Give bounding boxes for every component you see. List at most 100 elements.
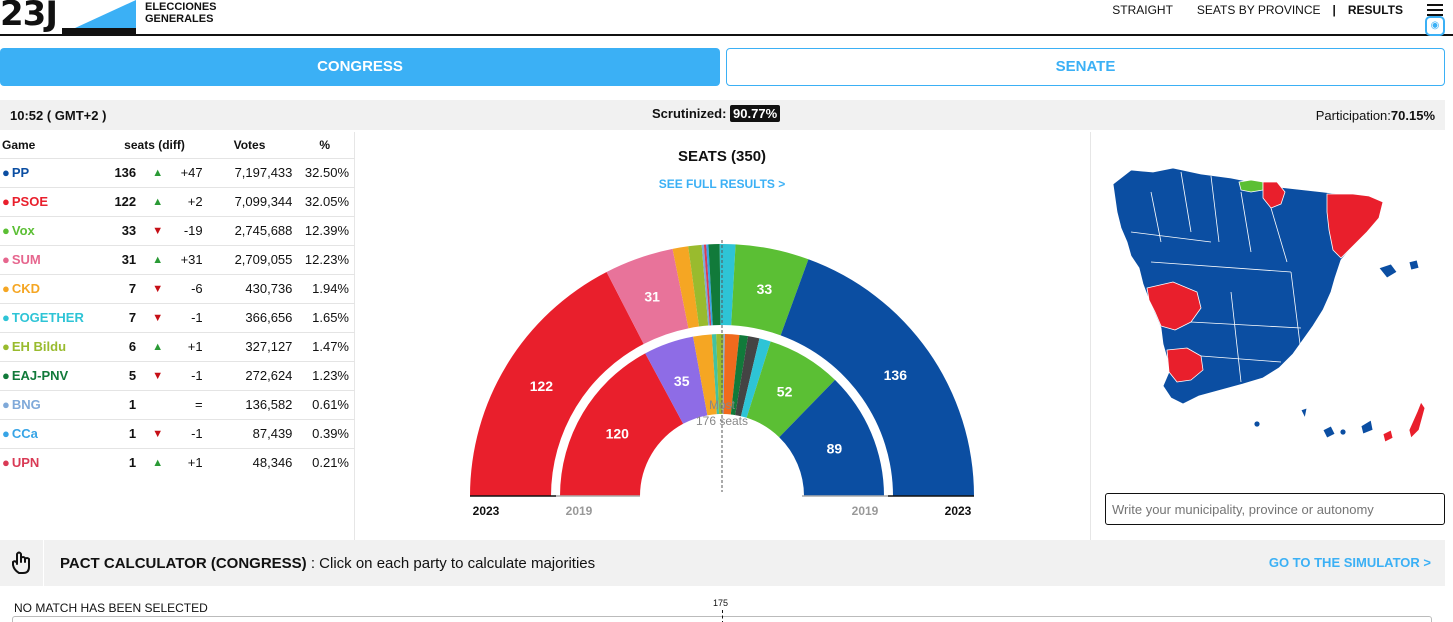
party-name: ● EAJ-PNV	[0, 360, 105, 390]
header-seats: seats (diff)	[124, 137, 185, 152]
table-row[interactable]: ● Vox 33 ▼ -19 2,745,688 12.39%	[0, 215, 355, 245]
year-label: 2023	[945, 504, 972, 518]
party-seats: 1	[104, 447, 147, 477]
seat-segment-eh-bildu[interactable]	[716, 334, 724, 415]
party-dot-icon: ●	[2, 368, 10, 383]
party-name: ● CCa	[0, 418, 105, 448]
party-pct: 0.39%	[294, 418, 355, 448]
seat-segment-vox[interactable]	[731, 244, 809, 336]
party-name: ● SUM	[0, 244, 105, 274]
screenshot-icon[interactable]: ◉	[1425, 16, 1445, 36]
party-diff: -19	[169, 215, 205, 245]
top-bar: 23J ELECCIONES GENERALES STRAIGHT SEATS …	[0, 0, 1453, 36]
map-region-canary-6	[1382, 429, 1394, 443]
party-votes: 366,656	[204, 302, 295, 332]
nav-separator: |	[1332, 3, 1336, 17]
table-row[interactable]: ● CCa 1 ▼ -1 87,439 0.39%	[0, 418, 355, 448]
seat-segment-sum[interactable]	[606, 248, 689, 344]
party-diff: -6	[169, 273, 205, 303]
party-dot-icon: ●	[2, 310, 10, 325]
table-row[interactable]: ● UPN 1 ▲ +1 48,346 0.21%	[0, 447, 355, 477]
party-votes: 327,127	[204, 331, 295, 361]
go-to-simulator-link[interactable]: GO TO THE SIMULATOR >	[1268, 555, 1431, 570]
nav-straight[interactable]: STRAIGHT	[1112, 3, 1173, 17]
table-row[interactable]: ● TOGETHER 7 ▼ -1 366,656 1.65%	[0, 302, 355, 332]
seat-segment-eaj-pnv[interactable]	[708, 244, 721, 326]
party-votes: 272,624	[204, 360, 295, 390]
menu-icon[interactable]	[1427, 4, 1443, 16]
majority-label: Most	[709, 398, 736, 412]
seat-segment-bng[interactable]	[722, 334, 725, 415]
trend-up-icon: ▲	[146, 447, 170, 477]
results-table: Game seats (diff) Votes % ● PP 136 ▲ +47 7,19…	[0, 132, 355, 540]
seat-segment-eh-bildu[interactable]	[688, 244, 709, 327]
trend-up-icon: ▲	[146, 186, 170, 216]
logo-subtitle: ELECCIONES GENERALES	[145, 1, 217, 25]
table-row[interactable]: ● EAJ-PNV 5 ▼ -1 272,624 1.23%	[0, 360, 355, 390]
seat-segment-pp[interactable]	[779, 379, 884, 496]
seat-label: 136	[884, 367, 908, 383]
participation-label: Participation:	[1315, 108, 1391, 123]
party-votes: 136,582	[204, 389, 295, 419]
seat-segment-together[interactable]	[740, 338, 771, 418]
see-full-results-link[interactable]: SEE FULL RESULTS >	[658, 177, 786, 191]
year-label: 2019	[852, 504, 879, 518]
table-row[interactable]: ● BNG 1 = 136,582 0.61%	[0, 389, 355, 419]
nav-seats-by-province[interactable]: SEATS BY PROVINCE	[1196, 3, 1321, 17]
party-diff: =	[169, 389, 205, 419]
party-seats: 33	[104, 215, 147, 245]
no-match-text: NO MATCH HAS BEEN SELECTED	[14, 601, 208, 615]
party-dot-icon: ●	[2, 339, 10, 354]
seat-segment-pp[interactable]	[780, 259, 974, 496]
status-row: 10:52 ( GMT+2 ) Scrutinized: 90.77% Part…	[0, 100, 1445, 130]
table-row[interactable]: ● PSOE 122 ▲ +2 7,099,344 32.05%	[0, 186, 355, 216]
seat-segment-psoe[interactable]	[470, 271, 644, 496]
seat-segment-psoe[interactable]	[560, 353, 684, 496]
seat-segment-upn[interactable]	[703, 244, 712, 326]
location-search-input[interactable]	[1105, 493, 1445, 525]
party-diff: +47	[169, 157, 205, 187]
seat-segment-together[interactable]	[719, 244, 736, 326]
top-nav: STRAIGHT SEATS BY PROVINCE | RESULTS	[1088, 3, 1443, 17]
seat-segment-cca[interactable]	[706, 244, 713, 326]
party-seats: 1	[104, 418, 147, 448]
pact-title-strong: PACT CALCULATOR (CONGRESS)	[60, 555, 307, 572]
nav-results[interactable]: RESULTS	[1347, 3, 1403, 17]
tab-congress[interactable]: CONGRESS	[0, 48, 720, 86]
logo-subtitle-line-2: GENERALES	[145, 13, 214, 25]
trend-up-icon: ▲	[146, 331, 170, 361]
spain-map[interactable]	[1091, 132, 1446, 462]
seat-segment-eaj-pnv[interactable]	[730, 334, 749, 416]
header-votes: Votes	[233, 137, 266, 152]
table-row[interactable]: ● CKD 7 ▼ -6 430,736 1.94%	[0, 273, 355, 303]
tab-senate[interactable]: SENATE	[726, 48, 1445, 86]
party-votes: 430,736	[204, 273, 295, 303]
seat-segment-up[interactable]	[645, 336, 708, 424]
party-votes: 48,346	[204, 447, 295, 477]
seat-label: 33	[757, 281, 773, 297]
table-row[interactable]: ● EH Bildu 6 ▲ +1 327,127 1.47%	[0, 331, 355, 361]
seats-hemicycle: 122 31 33 136 120 35 52 89 Most 176 seats 2023 2019…	[470, 240, 974, 518]
seat-label: 89	[827, 441, 843, 457]
party-dot-icon: ●	[2, 194, 10, 209]
table-row[interactable]: ● PP 136 ▲ +47 7,197,433 32.50%	[0, 157, 355, 187]
seat-segment-mas-pais[interactable]	[711, 334, 720, 415]
map-region-canary-4	[1339, 428, 1347, 436]
party-pct: 12.23%	[294, 244, 355, 274]
party-name: ● PSOE	[0, 186, 105, 216]
party-diff: -1	[169, 302, 205, 332]
seat-segment-vox[interactable]	[746, 341, 835, 438]
seat-segment-cs[interactable]	[723, 334, 740, 415]
seat-segment-others[interactable]	[735, 336, 760, 417]
seat-segment-ckd[interactable]	[693, 334, 717, 416]
seat-segment-ckd[interactable]	[672, 246, 700, 329]
logo-subtitle-line-1: ELECCIONES	[145, 1, 217, 13]
seats-chart: 122 31 33 136 120 35 52 89 Most 176 seats 2023 2019…	[356, 132, 1088, 540]
table-row[interactable]: ● SUM 31 ▲ +31 2,709,055 12.23%	[0, 244, 355, 274]
trend-down-icon: ▼	[146, 302, 170, 332]
party-name: ● CKD	[0, 273, 105, 303]
party-seats: 5	[104, 360, 147, 390]
party-name: ● UPN	[0, 447, 105, 477]
year-label: 2019	[566, 504, 593, 518]
seat-segment-bng[interactable]	[701, 244, 710, 326]
